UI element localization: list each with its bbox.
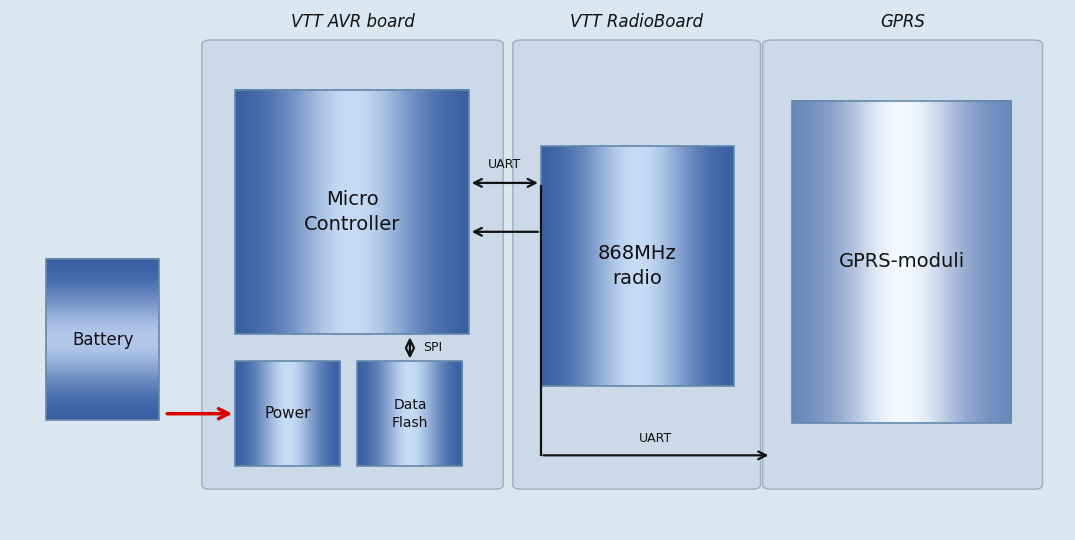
Text: VTT AVR board: VTT AVR board xyxy=(290,13,415,31)
FancyBboxPatch shape xyxy=(762,40,1043,489)
Bar xyxy=(791,101,1012,423)
Text: 868MHz
radio: 868MHz radio xyxy=(598,244,676,288)
Bar xyxy=(46,259,159,421)
Bar xyxy=(235,90,469,334)
Text: Data
Flash: Data Flash xyxy=(391,397,428,430)
Text: Battery: Battery xyxy=(72,331,133,349)
Text: SPI: SPI xyxy=(422,341,442,354)
Text: GPRS: GPRS xyxy=(880,13,924,31)
Text: UART: UART xyxy=(640,431,673,444)
Bar xyxy=(541,146,734,386)
Text: UART: UART xyxy=(488,158,521,171)
FancyBboxPatch shape xyxy=(202,40,503,489)
Bar xyxy=(357,361,462,466)
Text: VTT RadioBoard: VTT RadioBoard xyxy=(570,13,703,31)
Text: Power: Power xyxy=(264,406,311,421)
FancyBboxPatch shape xyxy=(513,40,760,489)
Bar xyxy=(235,361,340,466)
Text: Micro
Controller: Micro Controller xyxy=(304,190,400,234)
Text: GPRS-moduli: GPRS-moduli xyxy=(838,252,964,272)
